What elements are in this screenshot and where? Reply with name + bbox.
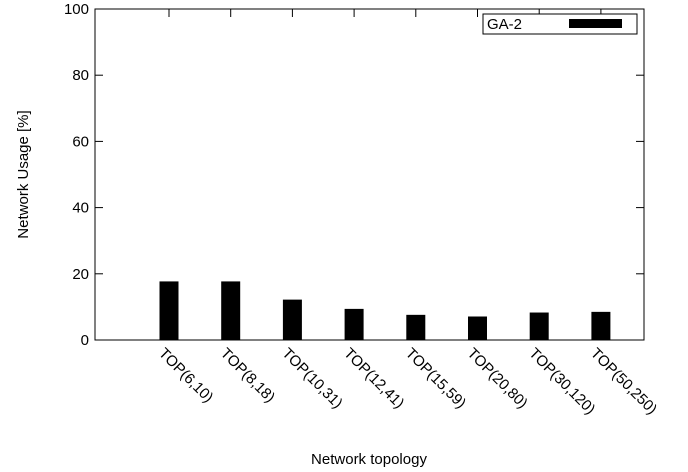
x-axis-ticks: TOP(6,10) TOP(8,18) TOP(10,31)TOP(12,41)TO… [155, 9, 660, 418]
x-tick-label: TOP(20,80) [464, 345, 531, 412]
y-axis-ticks: 0 20 40 60 80 100 [64, 1, 644, 349]
bar [406, 314, 426, 340]
legend-label: GA-2 [487, 16, 522, 33]
bar [282, 299, 302, 340]
y-tick-label: 80 [72, 67, 89, 84]
legend: GA-2 [482, 13, 638, 35]
y-tick-label: 60 [72, 133, 89, 150]
x-tick-label: TOP(15,59) [402, 345, 469, 412]
x-axis-title: Network topology [311, 451, 427, 468]
y-tick-label: 40 [72, 200, 89, 217]
bar [159, 281, 179, 340]
bar [221, 281, 241, 340]
x-tick-label: TOP(12,41) [340, 345, 407, 412]
y-tick-label: 20 [72, 266, 89, 283]
bar [529, 312, 549, 340]
bar [468, 316, 487, 340]
plot-frame [94, 8, 645, 341]
legend-swatch [569, 19, 622, 28]
x-tick-label: TOP(8,18) [217, 345, 278, 406]
y-tick-label: 100 [64, 1, 89, 18]
y-tick-label: 0 [81, 332, 89, 349]
bars [159, 281, 611, 340]
x-tick-label: TOP(6,10) [155, 345, 216, 406]
bar [591, 311, 611, 340]
bar [344, 308, 364, 340]
x-tick-label: TOP(50,250) [587, 345, 660, 418]
x-tick-label: TOP(10,31) [279, 345, 346, 412]
y-axis-title: Network Usage [%] [15, 110, 32, 238]
